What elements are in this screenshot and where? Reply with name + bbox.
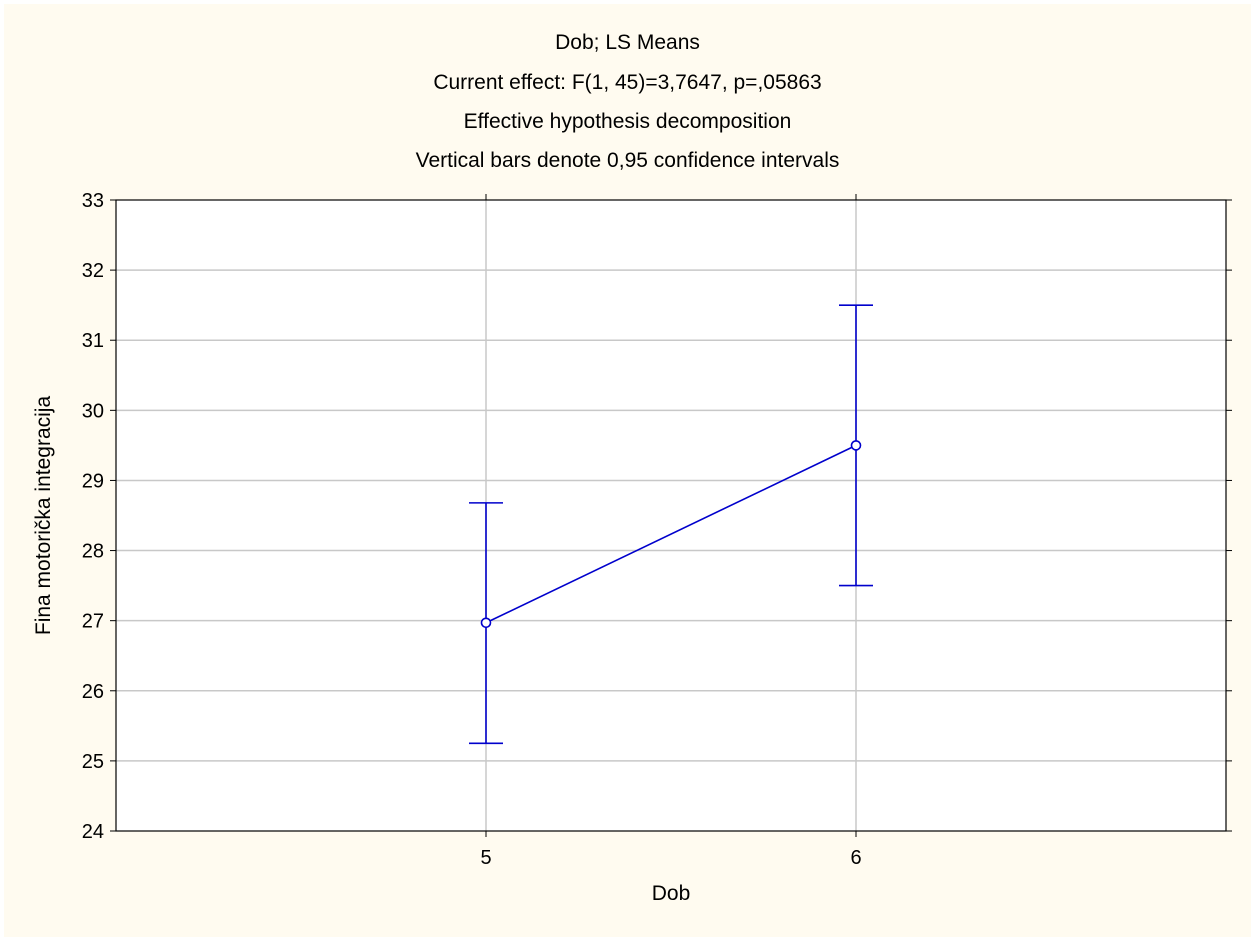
y-tick-label: 32 <box>82 260 104 282</box>
grid-layer <box>116 200 1226 831</box>
plot-border <box>115 199 1227 832</box>
mean-point <box>480 617 492 629</box>
y-tick-label: 29 <box>82 470 104 492</box>
means-line <box>485 444 857 624</box>
chart-subtitle-effect: Current effect: F(1, 45)=3,7647, p=,0586… <box>433 71 822 94</box>
chart-subtitle-ci-note: Vertical bars denote 0,95 confidence int… <box>415 149 840 172</box>
plot-area <box>116 200 1226 831</box>
y-tick-label: 28 <box>82 541 104 563</box>
x-tick-label: 6 <box>850 847 861 869</box>
x-tick-label: 5 <box>480 847 491 869</box>
y-tick-label: 33 <box>82 190 104 212</box>
x-axis-label: Dob <box>652 882 691 905</box>
y-tick-label: 30 <box>82 400 104 422</box>
chart-subtitle-decomposition: Effective hypothesis decomposition <box>463 110 792 133</box>
y-tick-label: 24 <box>82 821 104 843</box>
y-tick-label: 31 <box>82 330 104 352</box>
y-tick-label: 27 <box>82 611 104 633</box>
axis-layer: 24 25 26 27 28 29 30 31 32 33 5 6 <box>82 190 1232 869</box>
series-layer <box>469 304 873 745</box>
y-axis-label: Fina motorička integracija <box>32 396 55 636</box>
chart-title: Dob; LS Means <box>555 31 700 54</box>
mean-point <box>850 440 862 451</box>
y-tick-label: 26 <box>82 681 104 703</box>
y-tick-label: 25 <box>82 751 104 773</box>
